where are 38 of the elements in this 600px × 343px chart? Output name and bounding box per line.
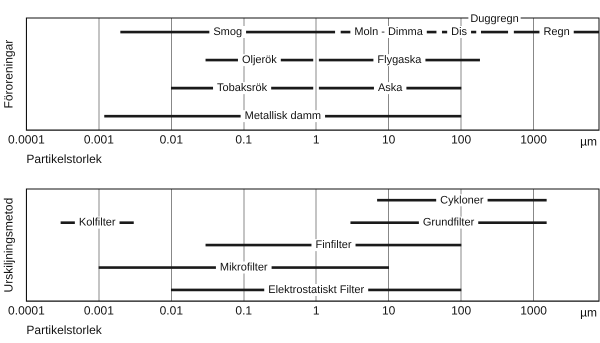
- x-axis-title: Partikelstorlek: [26, 323, 103, 338]
- x-tick-label: 1000: [520, 132, 548, 147]
- series-label: Cykloner: [440, 194, 484, 206]
- series-label: Kolfilter: [78, 216, 116, 229]
- series-label: Dis: [451, 26, 468, 38]
- x-tick-label: 0.0001: [8, 132, 46, 147]
- x-tick-label: 100: [451, 132, 472, 147]
- series-label: Duggregn: [470, 13, 519, 26]
- y-axis-title: Urskiljningsmetod: [2, 198, 16, 292]
- series-label: Flygaska: [377, 54, 422, 66]
- series-label: Grundfilter: [422, 216, 475, 229]
- x-tick-label: 1000: [520, 304, 548, 318]
- x-tick-label: 0.01: [160, 132, 184, 147]
- series-label: Regn: [543, 26, 570, 38]
- series-label: Metallisk damm: [244, 110, 322, 122]
- series-label: Tobaksrök: [217, 82, 268, 94]
- x-tick-label: 10: [382, 132, 396, 147]
- series-label: Finfilter: [315, 239, 352, 252]
- x-tick-label: 0.01: [160, 304, 184, 318]
- x-tick-label: 0.1: [235, 304, 252, 318]
- text: µm: [580, 134, 597, 149]
- series-label: Aska: [378, 82, 404, 94]
- series-label: Mikrofilter: [220, 262, 268, 274]
- x-tick-label: 0.001: [84, 304, 114, 318]
- text: µm: [580, 306, 597, 320]
- x-tick-label: 0.0001: [8, 304, 46, 318]
- x-tick-label: 0.001: [84, 132, 114, 147]
- x-tick-label: 10: [382, 304, 396, 318]
- x-tick-label: 1: [312, 304, 320, 318]
- x-tick-label: 0.1: [235, 132, 252, 147]
- series-label: Moln - Dimma: [354, 26, 424, 38]
- x-tick-label: 1: [312, 132, 320, 147]
- series-label: Elektrostatiskt Filter: [268, 284, 365, 296]
- series-label: Smog: [213, 26, 242, 38]
- y-axis-title: Föroreningar: [2, 40, 16, 108]
- x-tick-label: 100: [451, 304, 472, 318]
- x-axis-title: Partikelstorlek: [26, 152, 103, 166]
- series-label: Oljerök: [242, 54, 278, 66]
